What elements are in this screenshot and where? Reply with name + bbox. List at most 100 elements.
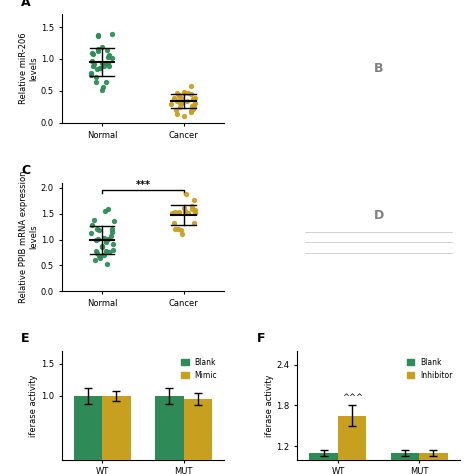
- Point: [102, 248, 109, 255]
- Y-axis label: iferase activity: iferase activity: [29, 374, 38, 437]
- Point: [187, 108, 195, 116]
- Point: [187, 91, 195, 98]
- Point: [190, 101, 198, 109]
- Point: [181, 208, 189, 215]
- Point: [100, 63, 108, 70]
- Point: [92, 247, 100, 255]
- Y-axis label: iferase activity: iferase activity: [264, 374, 273, 437]
- Point: [90, 60, 98, 67]
- Point: [97, 64, 104, 72]
- Point: [92, 78, 100, 85]
- Point: [95, 252, 103, 259]
- Point: [98, 242, 106, 250]
- Bar: [391, 453, 419, 474]
- Point: [173, 110, 181, 118]
- Point: [94, 32, 101, 39]
- Point: [94, 31, 102, 38]
- Point: [102, 78, 109, 85]
- Point: [87, 230, 94, 237]
- Point: [175, 226, 182, 233]
- Point: [105, 51, 113, 59]
- Point: [101, 208, 109, 215]
- Point: [94, 47, 102, 55]
- Point: [96, 254, 103, 262]
- Bar: [310, 453, 338, 474]
- Point: [89, 63, 97, 70]
- Point: [102, 59, 109, 66]
- Point: [110, 218, 118, 225]
- Point: [182, 190, 190, 198]
- Point: [94, 45, 101, 53]
- Text: C: C: [21, 164, 30, 177]
- Point: [173, 89, 181, 97]
- Point: [108, 30, 116, 37]
- Point: [89, 50, 97, 58]
- Point: [102, 236, 110, 244]
- Point: [87, 70, 95, 77]
- Point: [104, 235, 111, 243]
- Point: [184, 209, 192, 217]
- Bar: [183, 399, 212, 460]
- Point: [189, 102, 196, 110]
- Point: [104, 205, 112, 212]
- Point: [100, 235, 108, 242]
- Point: [172, 209, 179, 216]
- Point: [188, 206, 196, 213]
- Point: [189, 95, 197, 103]
- Bar: [155, 396, 183, 460]
- Text: D: D: [374, 209, 383, 222]
- Point: [168, 209, 175, 217]
- Point: [181, 112, 188, 119]
- Text: A: A: [21, 0, 31, 9]
- Point: [178, 230, 185, 237]
- Point: [178, 99, 185, 107]
- Point: [188, 202, 196, 210]
- Point: [93, 249, 100, 257]
- Point: [108, 228, 116, 236]
- Point: [182, 208, 189, 216]
- Text: E: E: [21, 332, 29, 346]
- Point: [187, 107, 195, 115]
- Point: [99, 243, 106, 251]
- Point: [176, 103, 184, 111]
- Point: [109, 54, 116, 62]
- Point: [104, 59, 112, 66]
- Point: [99, 59, 106, 66]
- Point: [189, 105, 196, 112]
- Point: [191, 99, 199, 107]
- Point: [93, 65, 101, 73]
- Point: [104, 46, 111, 54]
- Point: [180, 89, 188, 96]
- Point: [91, 216, 98, 223]
- Bar: [74, 396, 102, 460]
- Point: [173, 98, 181, 105]
- Point: [175, 208, 183, 216]
- Point: [190, 95, 197, 103]
- Bar: [419, 453, 447, 474]
- Point: [180, 204, 188, 211]
- Point: [170, 95, 178, 103]
- Point: [88, 49, 96, 57]
- Point: [168, 100, 175, 108]
- Point: [99, 83, 107, 91]
- Text: ^^^: ^^^: [342, 393, 363, 402]
- Point: [183, 97, 191, 104]
- Point: [177, 227, 184, 234]
- Point: [191, 206, 199, 214]
- Point: [172, 106, 180, 114]
- Point: [92, 236, 100, 244]
- Point: [187, 82, 195, 90]
- Point: [191, 209, 199, 216]
- Point: [109, 240, 117, 247]
- Point: [106, 248, 113, 256]
- Point: [107, 232, 115, 239]
- Point: [93, 226, 100, 233]
- Point: [178, 94, 185, 102]
- Bar: [102, 396, 131, 460]
- Point: [88, 57, 95, 65]
- Point: [109, 246, 117, 254]
- Point: [109, 225, 116, 233]
- Point: [98, 86, 106, 93]
- Point: [105, 63, 112, 70]
- Point: [102, 238, 109, 246]
